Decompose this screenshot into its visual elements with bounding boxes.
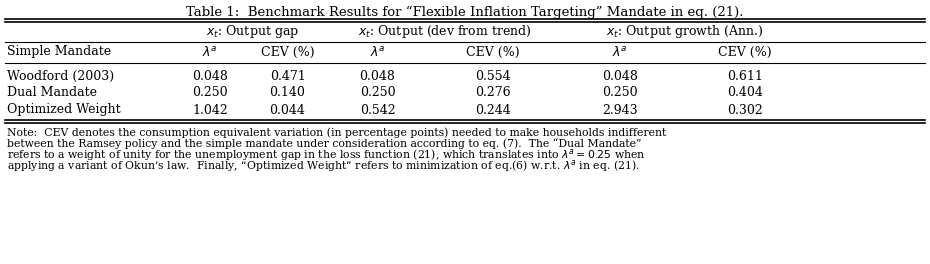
Text: $\lambda^a$: $\lambda^a$ bbox=[202, 45, 218, 59]
Text: 0.048: 0.048 bbox=[602, 69, 638, 82]
Text: Woodford (2003): Woodford (2003) bbox=[7, 69, 114, 82]
Text: CEV (%): CEV (%) bbox=[260, 45, 314, 59]
Text: 0.044: 0.044 bbox=[270, 103, 305, 116]
Text: 2.943: 2.943 bbox=[603, 103, 638, 116]
Text: 0.611: 0.611 bbox=[727, 69, 763, 82]
Text: 0.048: 0.048 bbox=[193, 69, 228, 82]
Text: Table 1:  Benchmark Results for “Flexible Inflation Targeting” Mandate in eq. (2: Table 1: Benchmark Results for “Flexible… bbox=[186, 5, 744, 19]
Text: Simple Mandate: Simple Mandate bbox=[7, 45, 111, 59]
Text: CEV (%): CEV (%) bbox=[718, 45, 772, 59]
Text: 1.042: 1.042 bbox=[193, 103, 228, 116]
Text: 0.250: 0.250 bbox=[360, 87, 395, 100]
Text: $\lambda^a$: $\lambda^a$ bbox=[369, 45, 385, 59]
Text: $\lambda^a$: $\lambda^a$ bbox=[612, 45, 628, 59]
Text: applying a variant of Okun’s law.  Finally, “Optimized Weight” refers to minimiz: applying a variant of Okun’s law. Finall… bbox=[7, 158, 640, 174]
Text: 0.554: 0.554 bbox=[474, 69, 511, 82]
Text: 0.048: 0.048 bbox=[360, 69, 395, 82]
Text: CEV (%): CEV (%) bbox=[466, 45, 519, 59]
Text: $x_t$: Output gap: $x_t$: Output gap bbox=[206, 23, 299, 40]
Text: refers to a weight of unity for the unemployment gap in the loss function (21), : refers to a weight of unity for the unem… bbox=[7, 147, 645, 163]
Text: between the Ramsey policy and the simple mandate under consideration according t: between the Ramsey policy and the simple… bbox=[7, 139, 642, 149]
Text: Note:  CEV denotes the consumption equivalent variation (in percentage points) n: Note: CEV denotes the consumption equiva… bbox=[7, 128, 666, 138]
Text: 0.250: 0.250 bbox=[603, 87, 638, 100]
Text: 0.250: 0.250 bbox=[193, 87, 228, 100]
Text: Optimized Weight: Optimized Weight bbox=[7, 103, 121, 116]
Text: $x_t$: Output (dev from trend): $x_t$: Output (dev from trend) bbox=[358, 23, 532, 40]
Text: 0.276: 0.276 bbox=[474, 87, 511, 100]
Text: 0.471: 0.471 bbox=[270, 69, 305, 82]
Text: 0.542: 0.542 bbox=[360, 103, 395, 116]
Text: 0.302: 0.302 bbox=[727, 103, 763, 116]
Text: $x_t$: Output growth (Ann.): $x_t$: Output growth (Ann.) bbox=[606, 23, 764, 40]
Text: 0.244: 0.244 bbox=[474, 103, 511, 116]
Text: 0.404: 0.404 bbox=[727, 87, 763, 100]
Text: 0.140: 0.140 bbox=[270, 87, 305, 100]
Text: Dual Mandate: Dual Mandate bbox=[7, 87, 97, 100]
